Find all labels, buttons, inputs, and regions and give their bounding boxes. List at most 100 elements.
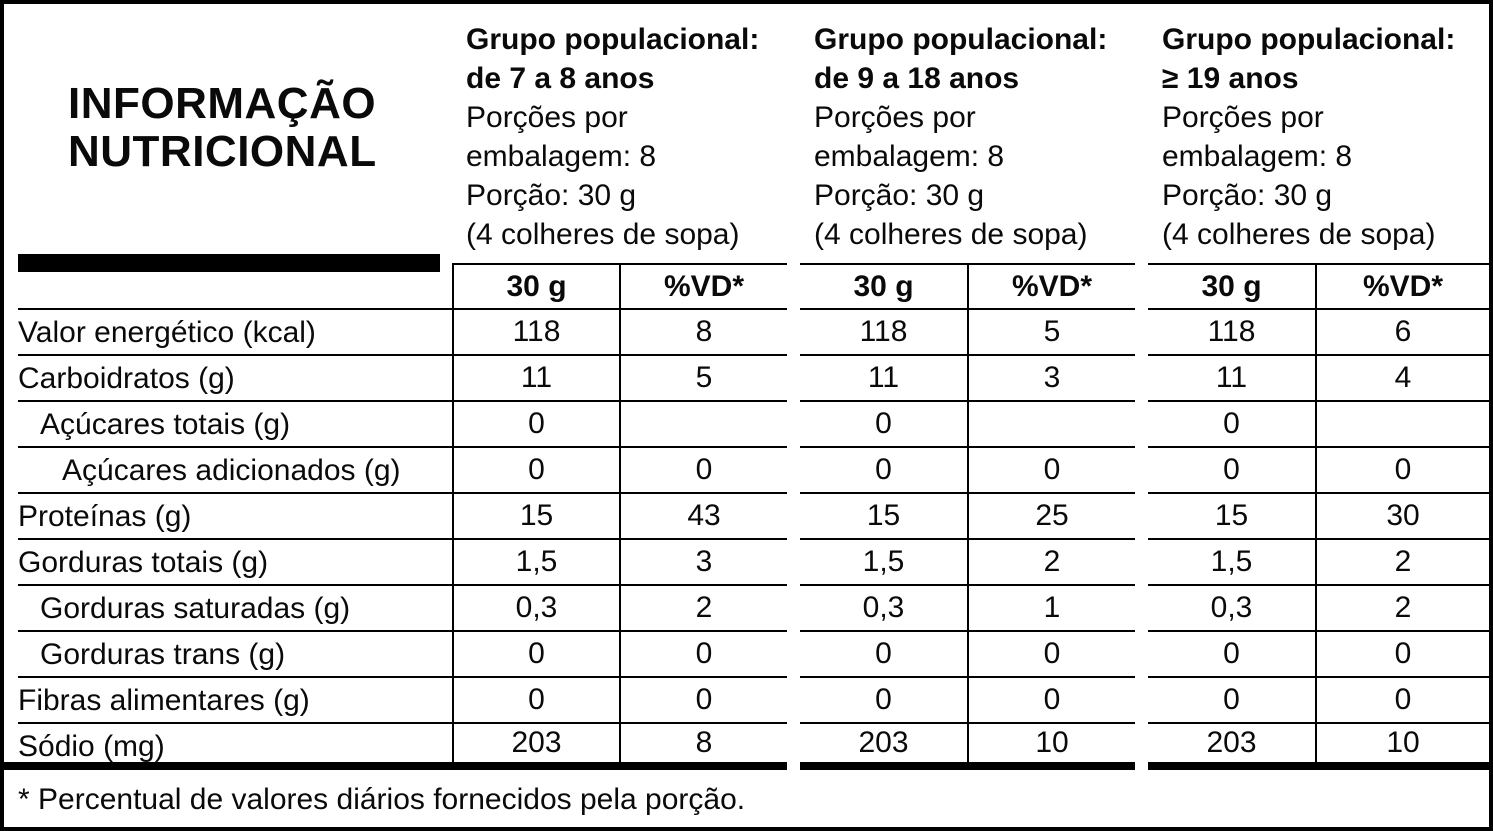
dv-cell: 3 <box>619 540 787 586</box>
amount-header: 30 g <box>1148 263 1315 310</box>
column-gap <box>1135 356 1148 402</box>
amount-header: 30 g <box>800 263 967 310</box>
dv-cell: 0 <box>1315 448 1489 494</box>
dv-cell: 25 <box>967 494 1135 540</box>
amount-cell: 203 <box>452 724 619 770</box>
dv-cell: 0 <box>967 632 1135 678</box>
row-label: Proteínas (g) <box>4 494 452 540</box>
row-label-text: Açúcares totais (g) <box>40 408 291 441</box>
amount-cell: 0 <box>452 632 619 678</box>
amount-cell: 118 <box>800 310 967 356</box>
column-gap <box>787 263 800 310</box>
row-label-text: Gorduras totais (g) <box>18 546 269 579</box>
group-servings: Porções por embalagem: 8 <box>814 101 1005 173</box>
column-gap <box>1135 448 1148 494</box>
column-gap <box>787 724 800 770</box>
dv-cell: 5 <box>967 310 1135 356</box>
amount-cell: 11 <box>1148 356 1315 402</box>
group-title-line1: Grupo populacional: <box>466 23 760 56</box>
dv-cell: 2 <box>1315 540 1489 586</box>
row-label-text: Gorduras trans (g) <box>40 638 286 671</box>
group-title-line2: ≥ 19 anos <box>1162 62 1299 95</box>
amount-cell: 0 <box>452 448 619 494</box>
row-label: Gorduras trans (g) <box>4 632 452 678</box>
row-label-text: Sódio (mg) <box>18 730 165 763</box>
nutrition-label-title: INFORMAÇÃO NUTRICIONAL <box>68 79 377 176</box>
amount-cell: 1,5 <box>1148 540 1315 586</box>
amount-cell: 0 <box>1148 678 1315 724</box>
column-gap <box>1135 724 1148 770</box>
header-row-label-spacer <box>4 263 452 310</box>
amount-cell: 0 <box>800 402 967 448</box>
amount-cell: 0 <box>1148 632 1315 678</box>
column-gap <box>787 4 800 263</box>
column-gap <box>787 494 800 540</box>
column-gap <box>787 678 800 724</box>
column-gap <box>1135 586 1148 632</box>
amount-cell: 118 <box>1148 310 1315 356</box>
amount-header: 30 g <box>452 263 619 310</box>
row-label-text: Valor energético (kcal) <box>18 316 316 349</box>
dv-header: %VD* <box>967 263 1135 310</box>
dv-cell: 0 <box>967 678 1135 724</box>
column-gap <box>787 356 800 402</box>
footnote: * Percentual de valores diários fornecid… <box>18 783 746 816</box>
dv-cell: 1 <box>967 586 1135 632</box>
dv-header: %VD* <box>619 263 787 310</box>
amount-cell: 0 <box>452 402 619 448</box>
row-label: Gorduras saturadas (g) <box>4 586 452 632</box>
group-portion: Porção: 30 g <box>1162 179 1333 212</box>
amount-cell: 0,3 <box>1148 586 1315 632</box>
dv-cell: 2 <box>967 540 1135 586</box>
amount-cell: 0 <box>1148 448 1315 494</box>
dv-cell: 6 <box>1315 310 1489 356</box>
dv-cell: 0 <box>1315 678 1489 724</box>
amount-cell: 15 <box>1148 494 1315 540</box>
dv-cell <box>967 402 1135 448</box>
group-title-line2: de 9 a 18 anos <box>814 62 1020 95</box>
amount-cell: 203 <box>1148 724 1315 770</box>
group-portion: Porção: 30 g <box>814 179 985 212</box>
dv-cell: 8 <box>619 310 787 356</box>
row-label: Valor energético (kcal) <box>4 310 452 356</box>
amount-cell: 203 <box>800 724 967 770</box>
row-label: Sódio (mg) <box>4 724 452 770</box>
group-header-19-anos: Grupo populacional: ≥ 19 anos Porções po… <box>1148 4 1489 263</box>
dv-cell: 5 <box>619 356 787 402</box>
column-gap <box>787 586 800 632</box>
row-label: Açúcares totais (g) <box>4 402 452 448</box>
dv-cell: 3 <box>967 356 1135 402</box>
amount-cell: 0 <box>800 678 967 724</box>
dv-cell: 10 <box>1315 724 1489 770</box>
amount-cell: 1,5 <box>452 540 619 586</box>
column-gap <box>1135 263 1148 310</box>
dv-cell: 0 <box>1315 632 1489 678</box>
group-portion: Porção: 30 g <box>466 179 637 212</box>
group-portion-note: (4 colheres de sopa) <box>1162 218 1436 251</box>
dv-cell: 8 <box>619 724 787 770</box>
amount-cell: 0 <box>800 448 967 494</box>
title-divider-bar <box>18 254 440 272</box>
dv-cell: 10 <box>967 724 1135 770</box>
nutrition-table: INFORMAÇÃO NUTRICIONAL Grupo populaciona… <box>4 4 1489 827</box>
amount-cell: 1,5 <box>800 540 967 586</box>
column-gap <box>1135 678 1148 724</box>
amount-cell: 0 <box>1148 402 1315 448</box>
amount-cell: 0 <box>452 678 619 724</box>
dv-cell: 0 <box>619 678 787 724</box>
row-label-text: Gorduras saturadas (g) <box>40 592 351 625</box>
amount-cell: 11 <box>800 356 967 402</box>
column-gap <box>1135 4 1148 263</box>
dv-cell <box>619 402 787 448</box>
column-gap <box>1135 310 1148 356</box>
column-gap <box>1135 402 1148 448</box>
dv-cell: 0 <box>967 448 1135 494</box>
group-title-line2: de 7 a 8 anos <box>466 62 655 95</box>
row-label-text: Açúcares adicionados (g) <box>62 454 401 487</box>
row-label-text: Proteínas (g) <box>18 500 192 533</box>
row-label: Fibras alimentares (g) <box>4 678 452 724</box>
column-gap <box>787 310 800 356</box>
group-title-line1: Grupo populacional: <box>1162 23 1456 56</box>
column-gap <box>787 632 800 678</box>
